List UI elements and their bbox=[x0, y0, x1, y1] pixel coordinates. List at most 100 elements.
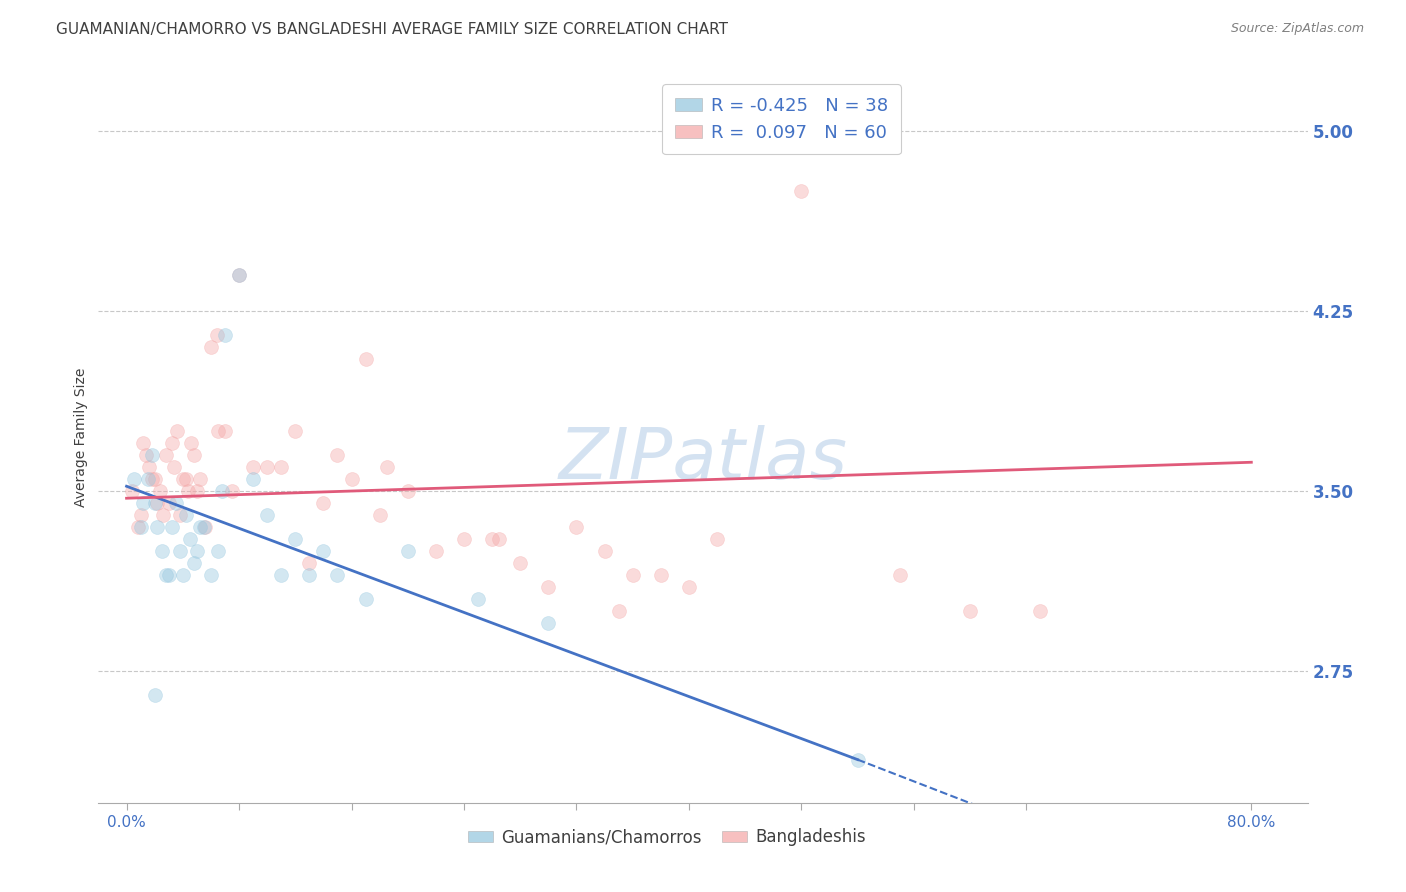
Point bbox=[188, 472, 211, 486]
Point bbox=[312, 544, 335, 558]
Point bbox=[186, 483, 208, 498]
Point bbox=[136, 472, 159, 486]
Point bbox=[183, 556, 205, 570]
Point bbox=[155, 448, 177, 462]
Point bbox=[155, 568, 177, 582]
Text: ZIPatlas: ZIPatlas bbox=[558, 425, 848, 493]
Point bbox=[375, 460, 398, 475]
Text: Source: ZipAtlas.com: Source: ZipAtlas.com bbox=[1230, 22, 1364, 36]
Point bbox=[621, 568, 644, 582]
Point bbox=[179, 532, 201, 546]
Point bbox=[183, 448, 205, 462]
Point bbox=[172, 568, 194, 582]
Point bbox=[354, 352, 377, 367]
Point bbox=[166, 424, 188, 438]
Point bbox=[207, 424, 229, 438]
Point bbox=[135, 448, 157, 462]
Point bbox=[396, 544, 419, 558]
Point bbox=[607, 604, 630, 618]
Point bbox=[481, 532, 503, 546]
Point bbox=[467, 591, 489, 606]
Point bbox=[256, 508, 278, 522]
Point bbox=[228, 268, 250, 283]
Point bbox=[221, 483, 243, 498]
Point bbox=[889, 568, 911, 582]
Point bbox=[163, 460, 186, 475]
Point bbox=[127, 520, 149, 534]
Point bbox=[593, 544, 616, 558]
Point bbox=[425, 544, 447, 558]
Point bbox=[284, 424, 307, 438]
Point bbox=[143, 688, 166, 702]
Point bbox=[149, 483, 172, 498]
Point bbox=[846, 753, 869, 767]
Point bbox=[194, 520, 217, 534]
Point bbox=[200, 568, 222, 582]
Point bbox=[165, 496, 187, 510]
Point bbox=[228, 268, 250, 283]
Point bbox=[298, 556, 321, 570]
Point bbox=[174, 508, 197, 522]
Point bbox=[157, 496, 180, 510]
Point bbox=[186, 544, 208, 558]
Point bbox=[1029, 604, 1052, 618]
Point bbox=[174, 472, 197, 486]
Point bbox=[157, 568, 180, 582]
Point bbox=[270, 568, 292, 582]
Point bbox=[141, 448, 163, 462]
Point bbox=[132, 436, 155, 450]
Point bbox=[122, 472, 145, 486]
Point bbox=[509, 556, 531, 570]
Point bbox=[650, 568, 672, 582]
Point bbox=[256, 460, 278, 475]
Point bbox=[138, 460, 160, 475]
Point bbox=[172, 472, 194, 486]
Point bbox=[132, 496, 155, 510]
Point bbox=[152, 508, 174, 522]
Point bbox=[242, 472, 264, 486]
Point bbox=[396, 483, 419, 498]
Point bbox=[211, 483, 233, 498]
Point bbox=[129, 520, 152, 534]
Point bbox=[284, 532, 307, 546]
Point bbox=[205, 328, 228, 343]
Point bbox=[312, 496, 335, 510]
Point bbox=[565, 520, 588, 534]
Point bbox=[143, 496, 166, 510]
Point bbox=[188, 520, 211, 534]
Point bbox=[200, 340, 222, 354]
Point bbox=[242, 460, 264, 475]
Point bbox=[270, 460, 292, 475]
Point bbox=[326, 568, 349, 582]
Text: GUAMANIAN/CHAMORRO VS BANGLADESHI AVERAGE FAMILY SIZE CORRELATION CHART: GUAMANIAN/CHAMORRO VS BANGLADESHI AVERAG… bbox=[56, 22, 728, 37]
Legend: Guamanians/Chamorros, Bangladeshis: Guamanians/Chamorros, Bangladeshis bbox=[461, 822, 872, 853]
Point bbox=[706, 532, 728, 546]
Point bbox=[143, 472, 166, 486]
Point bbox=[340, 472, 363, 486]
Point bbox=[169, 508, 191, 522]
Point bbox=[177, 483, 200, 498]
Point bbox=[146, 496, 169, 510]
Point bbox=[150, 544, 173, 558]
Point bbox=[214, 328, 236, 343]
Point bbox=[180, 436, 202, 450]
Point bbox=[121, 483, 143, 498]
Point bbox=[537, 615, 560, 630]
Point bbox=[453, 532, 475, 546]
Point bbox=[678, 580, 700, 594]
Point bbox=[354, 591, 377, 606]
Point bbox=[207, 544, 229, 558]
Point bbox=[959, 604, 981, 618]
Point bbox=[790, 184, 813, 198]
Point bbox=[141, 472, 163, 486]
Point bbox=[326, 448, 349, 462]
Point bbox=[537, 580, 560, 594]
Point bbox=[193, 520, 215, 534]
Point bbox=[368, 508, 391, 522]
Point bbox=[160, 520, 183, 534]
Point bbox=[169, 544, 191, 558]
Point bbox=[488, 532, 510, 546]
Point bbox=[160, 436, 183, 450]
Point bbox=[129, 508, 152, 522]
Point bbox=[214, 424, 236, 438]
